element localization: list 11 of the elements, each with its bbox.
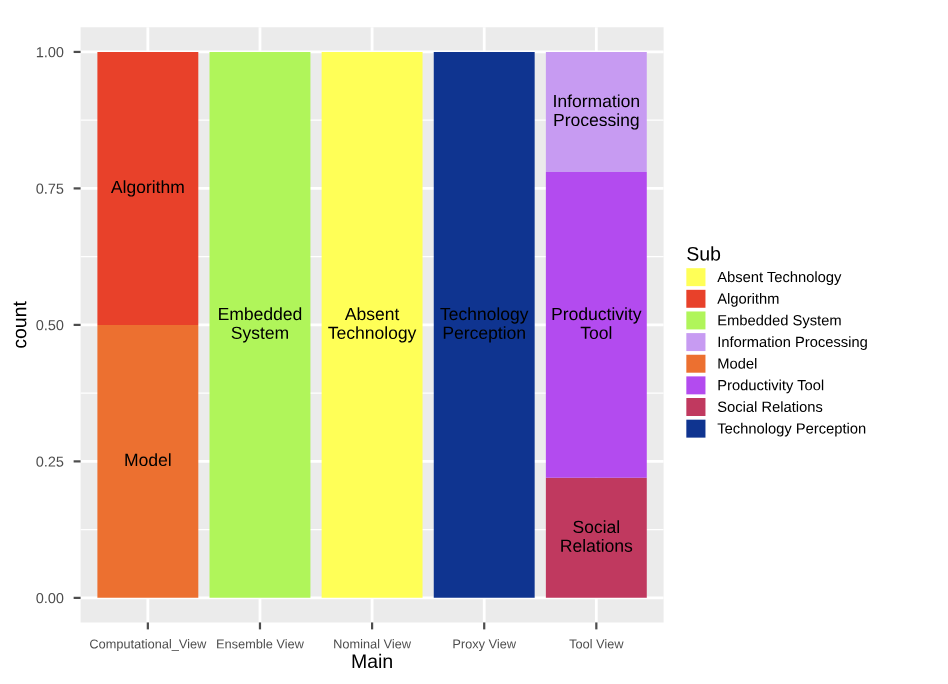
legend-title: Sub [687,246,721,261]
x-axis-title: Main [352,653,392,669]
data-label: Embedded System [219,307,302,343]
y-axis-title: count [13,301,27,348]
data-label: Model [125,453,171,467]
data-label: Algorithm [110,180,184,197]
data-label: Social Relations [561,520,633,552]
data-label: Absent Technology [328,307,417,343]
data-label: Technology Perception [440,307,529,343]
data-label: Information Processing [554,94,639,130]
data-label: Productivity Tool [552,307,642,340]
